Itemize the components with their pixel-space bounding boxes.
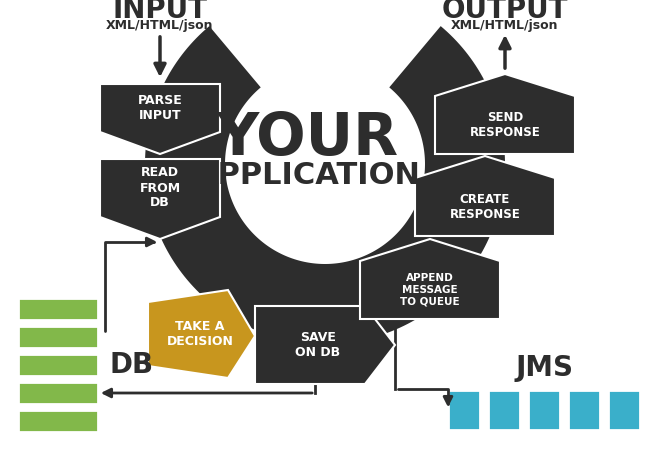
FancyBboxPatch shape — [18, 326, 98, 348]
FancyBboxPatch shape — [18, 382, 98, 404]
Text: SAVE
ON DB: SAVE ON DB — [296, 331, 341, 359]
Text: DB: DB — [110, 351, 154, 379]
FancyBboxPatch shape — [568, 390, 600, 430]
Text: JMS: JMS — [515, 354, 573, 382]
Text: XML/HTML/json: XML/HTML/json — [451, 20, 559, 33]
FancyBboxPatch shape — [18, 354, 98, 376]
Text: INPUT: INPUT — [112, 0, 207, 24]
FancyBboxPatch shape — [608, 390, 640, 430]
Polygon shape — [148, 290, 255, 378]
Text: OUTPUT: OUTPUT — [442, 0, 568, 24]
FancyBboxPatch shape — [488, 390, 520, 430]
Text: SEND
RESPONSE: SEND RESPONSE — [469, 111, 540, 139]
Polygon shape — [435, 74, 575, 154]
Text: XML/HTML/json: XML/HTML/json — [106, 20, 214, 33]
Text: APPEND
MESSAGE
TO QUEUE: APPEND MESSAGE TO QUEUE — [400, 273, 460, 306]
Text: READ
FROM
DB: READ FROM DB — [140, 167, 181, 209]
Text: PARSE
INPUT: PARSE INPUT — [138, 94, 183, 122]
Polygon shape — [145, 26, 505, 344]
FancyBboxPatch shape — [448, 390, 480, 430]
FancyBboxPatch shape — [18, 298, 98, 320]
Text: TAKE A
DECISION: TAKE A DECISION — [166, 320, 233, 348]
Text: YOUR: YOUR — [217, 110, 399, 168]
Text: APPLICATION: APPLICATION — [195, 162, 421, 191]
FancyBboxPatch shape — [18, 410, 98, 432]
Text: CREATE
RESPONSE: CREATE RESPONSE — [450, 193, 521, 221]
FancyBboxPatch shape — [528, 390, 560, 430]
Polygon shape — [360, 239, 500, 319]
Polygon shape — [415, 156, 555, 236]
Polygon shape — [100, 84, 220, 154]
Polygon shape — [255, 306, 395, 384]
Polygon shape — [100, 159, 220, 239]
